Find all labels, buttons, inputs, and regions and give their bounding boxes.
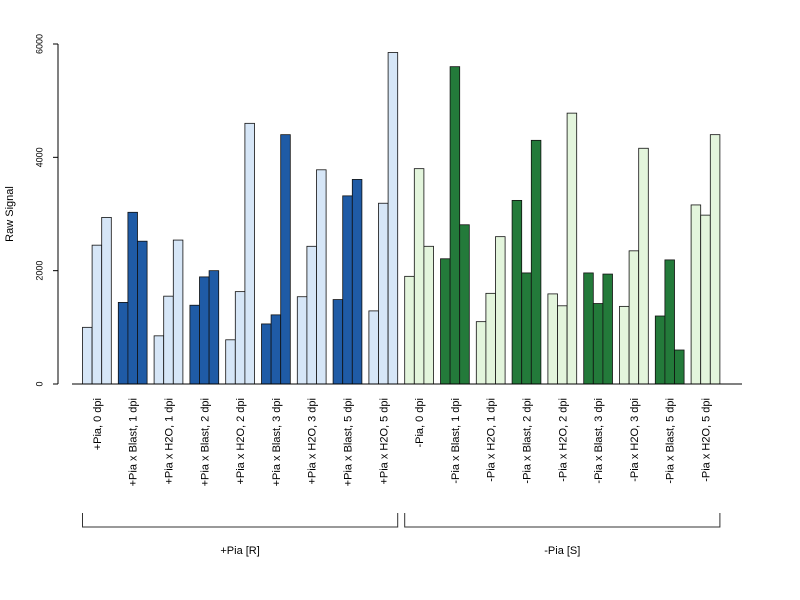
bar — [280, 134, 291, 385]
bar — [495, 236, 506, 385]
bar — [413, 168, 425, 385]
x-tick-label: -Pia x Blast, 2 dpi — [522, 398, 534, 484]
bar — [449, 66, 461, 385]
x-tick-label: +Pia x Blast, 2 dpi — [199, 398, 211, 486]
x-tick-label: -Pia x H2O, 3 dpi — [629, 398, 641, 482]
group-bracket — [82, 513, 399, 528]
bar — [306, 245, 317, 385]
y-tick-label: 6000 — [34, 34, 44, 54]
bar — [583, 272, 594, 385]
bar — [664, 259, 675, 385]
bar — [91, 244, 103, 385]
x-tick-label: +Pia x Blast, 5 dpi — [343, 398, 355, 486]
bar — [172, 239, 184, 385]
group-brackets: +Pia [R] -Pia [S] — [82, 513, 721, 557]
bar — [592, 303, 604, 385]
bar — [654, 315, 666, 385]
bar — [674, 349, 685, 385]
group-label: -Pia [S] — [544, 545, 580, 557]
x-tick-label: +Pia, 0 dpi — [92, 398, 104, 450]
y-tick-label: 0 — [34, 381, 44, 386]
bar — [628, 250, 640, 385]
bar — [404, 275, 415, 385]
bar — [638, 147, 649, 385]
bar — [208, 270, 220, 385]
bar — [127, 211, 138, 385]
bar — [485, 292, 496, 385]
bar — [316, 169, 327, 385]
bar — [351, 179, 363, 385]
bar — [700, 214, 711, 385]
bar — [619, 305, 630, 385]
x-tick-label: -Pia x H2O, 5 dpi — [701, 398, 713, 482]
bar — [521, 272, 532, 385]
bar — [189, 304, 200, 385]
x-tick-label: -Pia x Blast, 5 dpi — [665, 398, 677, 484]
bar — [244, 122, 255, 385]
x-tick-label: +Pia x H2O, 5 dpi — [378, 398, 390, 485]
bar — [459, 224, 470, 385]
y-tick-label: 4000 — [34, 147, 44, 167]
x-tick-label: +Pia x H2O, 1 dpi — [164, 398, 176, 485]
bar — [261, 323, 272, 385]
bar — [423, 245, 434, 385]
bar — [368, 310, 379, 385]
bar — [101, 216, 112, 385]
bar — [199, 276, 210, 385]
bar — [234, 291, 246, 385]
x-tick-label: -Pia x Blast, 3 dpi — [593, 398, 605, 484]
bar — [225, 339, 236, 385]
bar — [602, 273, 613, 385]
bar — [296, 296, 308, 385]
bar — [387, 52, 399, 385]
bar — [270, 314, 282, 385]
y-axis-label: Raw Signal — [4, 186, 16, 242]
bar — [709, 134, 721, 385]
x-tick-label: -Pia x H2O, 2 dpi — [557, 398, 569, 482]
bar — [153, 335, 165, 385]
bar — [440, 258, 451, 385]
bar — [557, 305, 568, 385]
y-axis: 0 2000 4000 6000 — [34, 34, 59, 387]
bar — [117, 301, 129, 385]
x-tick-label: -Pia x H2O, 1 dpi — [486, 398, 498, 482]
bar — [690, 204, 702, 385]
x-tick-labels: +Pia, 0 dpi +Pia x Blast, 1 dpi +Pia x H2O… — [92, 398, 713, 486]
bar — [342, 195, 353, 385]
x-tick-label: -Pia, 0 dpi — [414, 398, 426, 448]
x-tick-label: +Pia x Blast, 3 dpi — [271, 398, 283, 486]
x-tick-label: -Pia x Blast, 1 dpi — [450, 398, 462, 484]
bar — [163, 295, 174, 385]
group-bracket — [404, 513, 721, 528]
bar — [332, 299, 344, 385]
bar — [511, 199, 523, 385]
bar — [378, 202, 389, 385]
bar — [475, 321, 487, 385]
x-tick-label: +Pia x H2O, 2 dpi — [235, 398, 247, 485]
bar — [530, 139, 542, 385]
group-label: +Pia [R] — [220, 545, 259, 557]
bar — [137, 240, 148, 385]
bars-layer — [82, 52, 721, 385]
x-tick-label: +Pia x H2O, 3 dpi — [307, 398, 319, 485]
bar — [566, 112, 578, 385]
x-tick-label: +Pia x Blast, 1 dpi — [128, 398, 140, 486]
bar — [547, 293, 558, 385]
y-tick-label: 2000 — [34, 261, 44, 281]
bar — [82, 326, 93, 385]
